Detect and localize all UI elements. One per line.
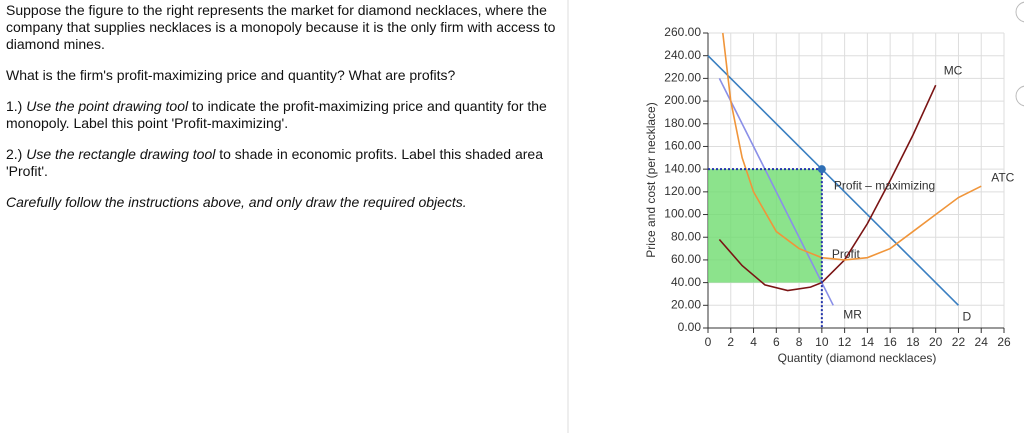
curve — [722, 32, 982, 261]
y-tick-label: 180.00 — [664, 116, 701, 130]
y-tick-label: 220.00 — [664, 71, 701, 85]
y-axis-label: Price and cost (per necklace) — [644, 102, 658, 257]
step-tool: Use the rectangle drawing tool — [26, 146, 216, 162]
point — [817, 165, 826, 174]
radio-button[interactable] — [1015, 1, 1024, 23]
x-tick-label: 2 — [727, 335, 734, 349]
step: 1.) Use the point drawing tool to indica… — [6, 98, 561, 132]
x-tick-label: 24 — [975, 335, 989, 349]
y-tick-label: 100.00 — [664, 207, 701, 221]
curve — [718, 78, 834, 306]
step: 2.) Use the rectangle drawing tool to sh… — [6, 146, 561, 180]
step-text: to indicate the profit-maximizing price … — [6, 98, 547, 131]
y-tick-label: 0.00 — [678, 320, 702, 334]
x-tick-label: 4 — [750, 335, 757, 349]
y-tick-label: 260.00 — [664, 25, 701, 39]
y-tick-label: 80.00 — [671, 229, 701, 243]
step-tool: Use the point drawing tool — [26, 98, 189, 114]
x-tick-label: 12 — [838, 335, 852, 349]
x-tick-label: 22 — [952, 335, 966, 349]
y-tick-label: 60.00 — [671, 252, 701, 266]
area-label: Profit — [832, 247, 861, 261]
x-tick-label: 16 — [883, 335, 897, 349]
x-tick-label: 0 — [705, 335, 712, 349]
prompt: What is the firm's profit-maximizing pri… — [6, 67, 456, 83]
question-panel: Suppose the figure to the right represen… — [6, 2, 561, 225]
step-text: to shade in economic profits. Label this… — [6, 146, 543, 179]
x-axis-label: Quantity (diamond necklaces) — [778, 351, 937, 365]
y-tick-label: 120.00 — [664, 184, 701, 198]
x-tick-label: 26 — [997, 335, 1011, 349]
y-tick-label: 200.00 — [664, 93, 701, 107]
curve-label: ATC — [991, 170, 1014, 184]
point-label: Profit – maximizing — [834, 178, 935, 192]
curve-label: D — [962, 309, 971, 323]
closing: Carefully follow the instructions above,… — [6, 194, 561, 211]
x-tick-label: 8 — [796, 335, 803, 349]
x-tick-label: 18 — [906, 335, 920, 349]
curve-label: MC — [944, 63, 963, 77]
radio-button[interactable] — [1015, 85, 1024, 107]
x-tick-label: 14 — [861, 335, 875, 349]
step-number: 2.) — [6, 146, 23, 162]
closing-text: Carefully follow the instructions above,… — [6, 194, 467, 210]
y-tick-label: 240.00 — [664, 48, 701, 62]
profit-area — [708, 169, 822, 283]
y-tick-label: 140.00 — [664, 161, 701, 175]
y-tick-label: 40.00 — [671, 275, 701, 289]
x-tick-label: 20 — [929, 335, 943, 349]
x-tick-label: 10 — [815, 335, 829, 349]
y-tick-label: 160.00 — [664, 139, 701, 153]
y-tick-label: 20.00 — [671, 297, 701, 311]
curve-label: MR — [843, 307, 862, 321]
intro: Suppose the figure to the right represen… — [6, 2, 556, 52]
step-number: 1.) — [6, 98, 23, 114]
x-tick-label: 6 — [773, 335, 780, 349]
curve — [707, 55, 960, 306]
